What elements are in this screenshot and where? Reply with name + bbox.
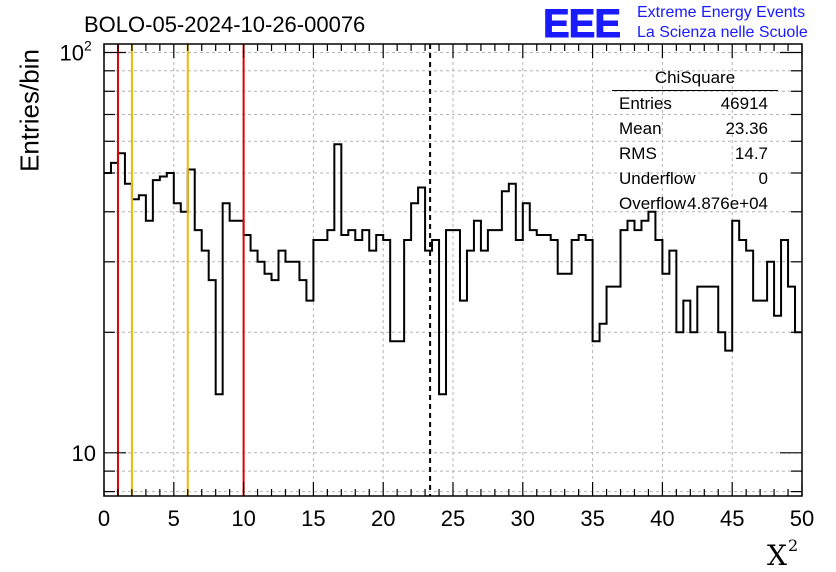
stats-title: ChiSquare xyxy=(612,68,778,91)
stats-key: Overflow xyxy=(619,194,687,213)
x-tick-label: 45 xyxy=(720,506,744,531)
x-axis-label: X2 xyxy=(767,536,799,572)
y-tick-label: 10 xyxy=(60,40,84,65)
stats-value: 23.36 xyxy=(725,119,768,138)
stats-value: 0 xyxy=(758,169,768,188)
x-tick-label: 5 xyxy=(168,506,180,531)
logo-line-2: La Scienza nelle Scuole xyxy=(637,24,808,41)
axes xyxy=(103,43,803,497)
x-tick-label: 35 xyxy=(580,506,604,531)
stats-row: Overflow 4.876e+04 xyxy=(612,191,778,216)
grid xyxy=(104,44,802,496)
stats-value: 4.876e+04 xyxy=(687,194,768,213)
y-tick-label: 10 xyxy=(72,441,96,466)
y-axis-label: Entries/bin xyxy=(14,49,45,172)
x-tick-label: 10 xyxy=(231,506,255,531)
stats-row: Entries 46914 xyxy=(612,91,778,116)
x-tick-label: 50 xyxy=(790,506,814,531)
x-tick-label: 40 xyxy=(650,506,674,531)
x-tick-label: 30 xyxy=(511,506,535,531)
stats-row: RMS 14.7 xyxy=(612,141,778,166)
stats-key: Mean xyxy=(619,119,662,138)
logo-line-1: Extreme Energy Events xyxy=(637,4,806,21)
x-tick-label: 25 xyxy=(441,506,465,531)
histogram-series xyxy=(104,143,802,396)
stats-row: Mean 23.36 xyxy=(612,116,778,141)
stats-value: 46914 xyxy=(720,94,768,113)
x-tick-label: 20 xyxy=(371,506,395,531)
stats-key: Entries xyxy=(619,94,672,113)
stats-row: Underflow 0 xyxy=(612,166,778,191)
eee-logo: EEE xyxy=(542,2,621,47)
stats-key: Underflow xyxy=(619,169,696,188)
x-tick-label: 15 xyxy=(301,506,325,531)
histogram-step-line xyxy=(104,143,802,396)
y-tick-label-exponent: 2 xyxy=(84,37,92,53)
stats-value: 14.7 xyxy=(734,144,768,163)
stats-box: ChiSquare Entries 46914 Mean 23.36 RMS 14.7… xyxy=(612,68,778,216)
stats-key: RMS xyxy=(619,144,657,163)
plot-title: BOLO-05-2024-10-26-00076 xyxy=(84,12,366,37)
x-tick-label: 0 xyxy=(98,506,110,531)
reference-lines xyxy=(116,44,432,496)
